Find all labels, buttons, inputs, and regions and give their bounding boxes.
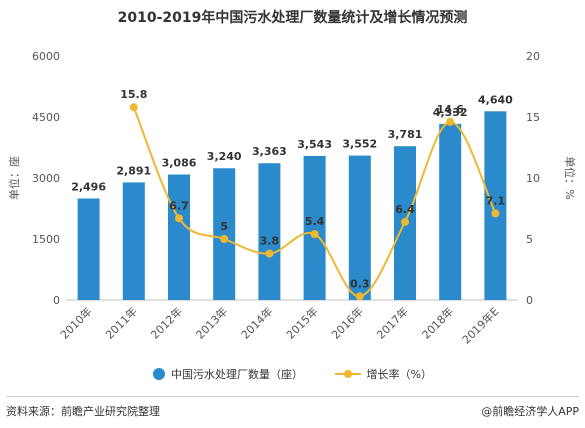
y-right-tick-label: 0	[526, 294, 533, 307]
bar	[122, 182, 145, 300]
bar	[439, 123, 462, 300]
growth-rate-point	[310, 230, 319, 239]
y-left-tick-label: 6000	[32, 50, 60, 63]
bar-value-label: 3,086	[162, 157, 197, 170]
legend: 中国污水处理厂数量（座） 增长率（%）	[0, 366, 585, 383]
growth-rate-point	[175, 214, 183, 223]
y-right-tick-label: 5	[526, 233, 533, 246]
bar-value-label: 4,640	[478, 93, 513, 106]
bar	[258, 163, 281, 300]
y-left-tick-label: 1500	[32, 233, 60, 246]
growth-rate-label: 6.4	[395, 203, 415, 216]
bar	[213, 168, 236, 300]
growth-rate-point	[220, 235, 229, 243]
y-left-tick-label: 0	[53, 294, 60, 307]
growth-rate-point	[446, 117, 455, 126]
bar	[303, 155, 326, 300]
y-left-tick-label: 3000	[32, 172, 60, 185]
legend-label-rate: 增长率（%）	[366, 368, 432, 381]
bar-value-label: 3,781	[388, 128, 423, 141]
x-tick-label: 2010年	[57, 304, 94, 341]
source-note: 资料来源：前瞻产业研究院整理	[6, 405, 160, 418]
x-tick-label: 2012年	[148, 304, 185, 341]
growth-rate-label: 5	[220, 220, 228, 233]
bar-value-label: 4,332	[433, 106, 468, 119]
growth-rate-point	[265, 249, 274, 258]
growth-rate-point	[129, 103, 138, 112]
bar-value-label: 3,552	[342, 138, 377, 151]
bar-value-label: 3,543	[297, 138, 332, 151]
y-right-tick-label: 10	[526, 172, 540, 185]
bar-value-label: 3,363	[252, 145, 287, 158]
credit-note: @前瞻经济学人APP	[481, 405, 579, 418]
growth-rate-label: 14.6	[437, 103, 464, 116]
x-tick-label: 2011年	[102, 304, 139, 341]
x-tick-label: 2013年	[193, 304, 230, 341]
growth-rate-label: 0.3	[350, 277, 370, 290]
x-tick-label: 2015年	[283, 304, 320, 341]
x-tick-label: 2017年	[374, 304, 411, 341]
y-left-axis-title: 单位：座	[7, 156, 21, 200]
legend-line-swatch	[334, 368, 361, 380]
bar	[77, 198, 100, 300]
growth-rate-point	[355, 292, 364, 301]
growth-rate-label: 6.7	[169, 199, 189, 212]
y-right-tick-label: 20	[526, 50, 540, 63]
legend-bar-swatch	[153, 368, 166, 380]
growth-rate-point	[401, 217, 409, 226]
growth-rate-label: 15.8	[120, 88, 147, 101]
y-left-tick-label: 4500	[32, 111, 60, 124]
bar	[348, 155, 371, 300]
legend-item-count: 中国污水处理厂数量（座）	[153, 366, 303, 382]
growth-rate-point	[491, 209, 500, 218]
growth-rate-label: 7.1	[486, 194, 506, 207]
bar-value-label: 2,496	[71, 180, 106, 193]
x-tick-label: 2014年	[238, 304, 275, 341]
x-tick-label: 2019年E	[459, 304, 501, 346]
growth-rate-label: 5.4	[305, 215, 325, 228]
footer-divider	[6, 396, 579, 397]
growth-rate-label: 3.8	[260, 235, 280, 248]
x-tick-label: 2016年	[328, 304, 365, 341]
growth-rate-line	[132, 106, 497, 298]
bar-value-label: 3,240	[207, 150, 242, 163]
legend-label-count: 中国污水处理厂数量（座）	[171, 368, 304, 381]
chart-title: 2010-2019年中国污水处理厂数量统计及增长情况预测	[117, 10, 468, 26]
y-right-axis-title: 单位：%	[563, 156, 577, 199]
y-right-tick-label: 15	[526, 111, 540, 124]
bar-value-label: 2,891	[116, 164, 151, 177]
bar	[484, 111, 507, 300]
legend-item-rate: 增长率（%）	[334, 366, 432, 382]
bar	[168, 174, 190, 300]
x-tick-label: 2018年	[419, 304, 456, 341]
